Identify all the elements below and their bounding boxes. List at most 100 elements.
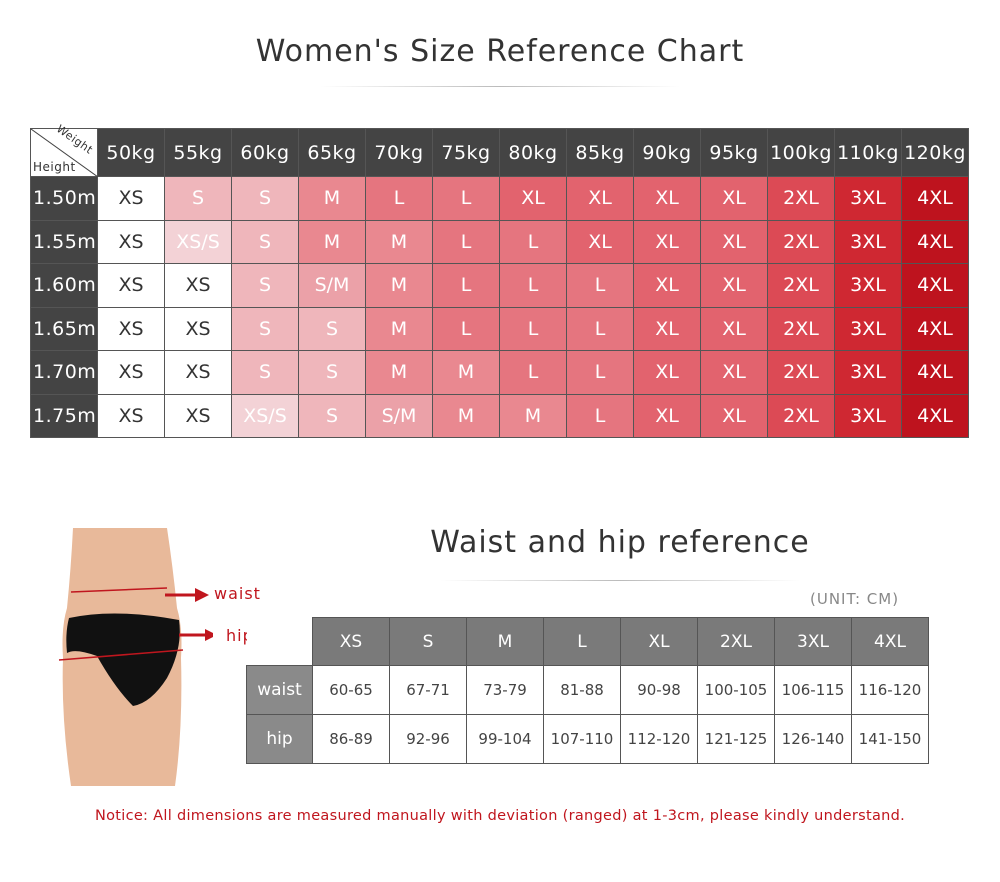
measure-cell: 67-71 xyxy=(389,665,467,715)
weight-header: 120kg xyxy=(901,128,969,177)
arrow-icon xyxy=(165,588,213,641)
size-cell: L xyxy=(566,393,634,438)
size-cell: 3XL xyxy=(834,306,902,351)
size-header: XS xyxy=(312,617,390,666)
size-header: M xyxy=(466,617,544,666)
size-cell: XL xyxy=(566,219,634,264)
size-cell: S xyxy=(231,350,299,395)
measure-cell: 60-65 xyxy=(312,665,390,715)
blank-cell xyxy=(246,617,313,666)
measure-cell: 86-89 xyxy=(312,714,390,764)
size-cell: XS xyxy=(97,219,165,264)
size-cell: XL xyxy=(700,263,768,308)
weight-header: 95kg xyxy=(700,128,768,177)
size-cell: L xyxy=(499,263,567,308)
size-header-row: XS S M L XL 2XL 3XL 4XL xyxy=(246,617,929,666)
size-cell: L xyxy=(432,219,500,264)
size-cell: L xyxy=(432,306,500,351)
weight-header: 55kg xyxy=(164,128,232,177)
size-cell: S xyxy=(231,306,299,351)
measure-title: Waist and hip reference xyxy=(430,525,810,560)
measure-cell: 141-150 xyxy=(851,714,929,764)
size-cell: XL xyxy=(633,393,701,438)
waist-hip-table: XS S M L XL 2XL 3XL 4XL waist 60-65 67-71 73-79 81-… xyxy=(246,617,929,764)
weight-header: 50kg xyxy=(97,128,165,177)
size-header: L xyxy=(543,617,621,666)
size-cell: S/M xyxy=(365,393,433,438)
size-cell: M xyxy=(432,393,500,438)
size-cell: 2XL xyxy=(767,176,835,221)
size-cell: XL xyxy=(700,176,768,221)
size-cell: L xyxy=(432,263,500,308)
size-cell: XL xyxy=(566,176,634,221)
size-cell: XL xyxy=(633,219,701,264)
size-cell: L xyxy=(499,350,567,395)
size-cell: M xyxy=(298,219,366,264)
size-cell: 2XL xyxy=(767,263,835,308)
size-cell: S xyxy=(231,263,299,308)
height-header: 1.60m xyxy=(30,263,98,308)
size-header: XL xyxy=(620,617,698,666)
size-cell: S xyxy=(231,219,299,264)
measure-cell: 99-104 xyxy=(466,714,544,764)
measure-divider xyxy=(440,580,800,581)
size-cell: M xyxy=(298,176,366,221)
size-cell: L xyxy=(566,306,634,351)
size-cell: 2XL xyxy=(767,306,835,351)
size-cell: XL xyxy=(700,306,768,351)
size-cell: 2XL xyxy=(767,219,835,264)
size-cell: 4XL xyxy=(901,263,969,308)
size-cell: L xyxy=(499,219,567,264)
unit-label: (UNIT: CM) xyxy=(810,590,900,608)
height-header: 1.55m xyxy=(30,219,98,264)
weight-header: 75kg xyxy=(432,128,500,177)
size-header: S xyxy=(389,617,467,666)
weight-header-row: Weight Height 50kg 55kg 60kg 65kg 70kg 75kg 80… xyxy=(30,122,969,177)
size-cell: XS xyxy=(97,306,165,351)
measure-cell: 112-120 xyxy=(620,714,698,764)
height-header: 1.50m xyxy=(30,176,98,221)
size-cell: S xyxy=(231,176,299,221)
size-row: 1.60m XS XS S S/M M L L L XL XL 2XL 3XL 4XL xyxy=(30,263,969,308)
measure-label: hip xyxy=(246,714,313,764)
diagonal-line xyxy=(31,129,98,177)
model-photo xyxy=(55,528,186,786)
measure-row: waist 60-65 67-71 73-79 81-88 90-98 100-105 106… xyxy=(246,665,929,715)
size-cell: 3XL xyxy=(834,350,902,395)
size-cell: 4XL xyxy=(901,306,969,351)
size-reference-table: Weight Height 50kg 55kg 60kg 65kg 70kg 75kg 80… xyxy=(30,122,969,438)
size-cell: 3XL xyxy=(834,393,902,438)
size-cell: XL xyxy=(633,176,701,221)
weight-header: 100kg xyxy=(767,128,835,177)
size-row: 1.50m XS S S M L L XL XL XL XL 2XL 3XL 4XL xyxy=(30,176,969,221)
size-cell: 3XL xyxy=(834,176,902,221)
notice-text: Notice: All dimensions are measured manu… xyxy=(94,808,906,824)
height-header: 1.75m xyxy=(30,393,98,438)
measure-cell: 73-79 xyxy=(466,665,544,715)
measure-label: waist xyxy=(246,665,313,715)
size-cell: XS xyxy=(164,306,232,351)
height-header: 1.65m xyxy=(30,306,98,351)
corner-cell: Weight Height xyxy=(30,122,98,177)
size-cell: XL xyxy=(700,393,768,438)
measure-cell: 90-98 xyxy=(620,665,698,715)
weight-header: 80kg xyxy=(499,128,567,177)
size-cell: 4XL xyxy=(901,393,969,438)
page-title: Women's Size Reference Chart xyxy=(255,34,745,69)
size-header: 4XL xyxy=(851,617,929,666)
size-row: 1.70m XS XS S S M M L L XL XL 2XL 3XL 4XL xyxy=(30,350,969,395)
size-cell: XL xyxy=(633,263,701,308)
size-cell: S/M xyxy=(298,263,366,308)
weight-header: 90kg xyxy=(633,128,701,177)
size-cell: 4XL xyxy=(901,350,969,395)
size-cell: XS xyxy=(97,263,165,308)
measure-cell: 92-96 xyxy=(389,714,467,764)
size-cell: XS xyxy=(97,350,165,395)
weight-header: 110kg xyxy=(834,128,902,177)
size-cell: XL xyxy=(633,306,701,351)
measure-cell: 100-105 xyxy=(697,665,775,715)
size-cell: XS xyxy=(164,393,232,438)
measure-cell: 106-115 xyxy=(774,665,852,715)
size-cell: XS/S xyxy=(231,393,299,438)
measure-row: hip 86-89 92-96 99-104 107-110 112-120 121-125… xyxy=(246,714,929,764)
